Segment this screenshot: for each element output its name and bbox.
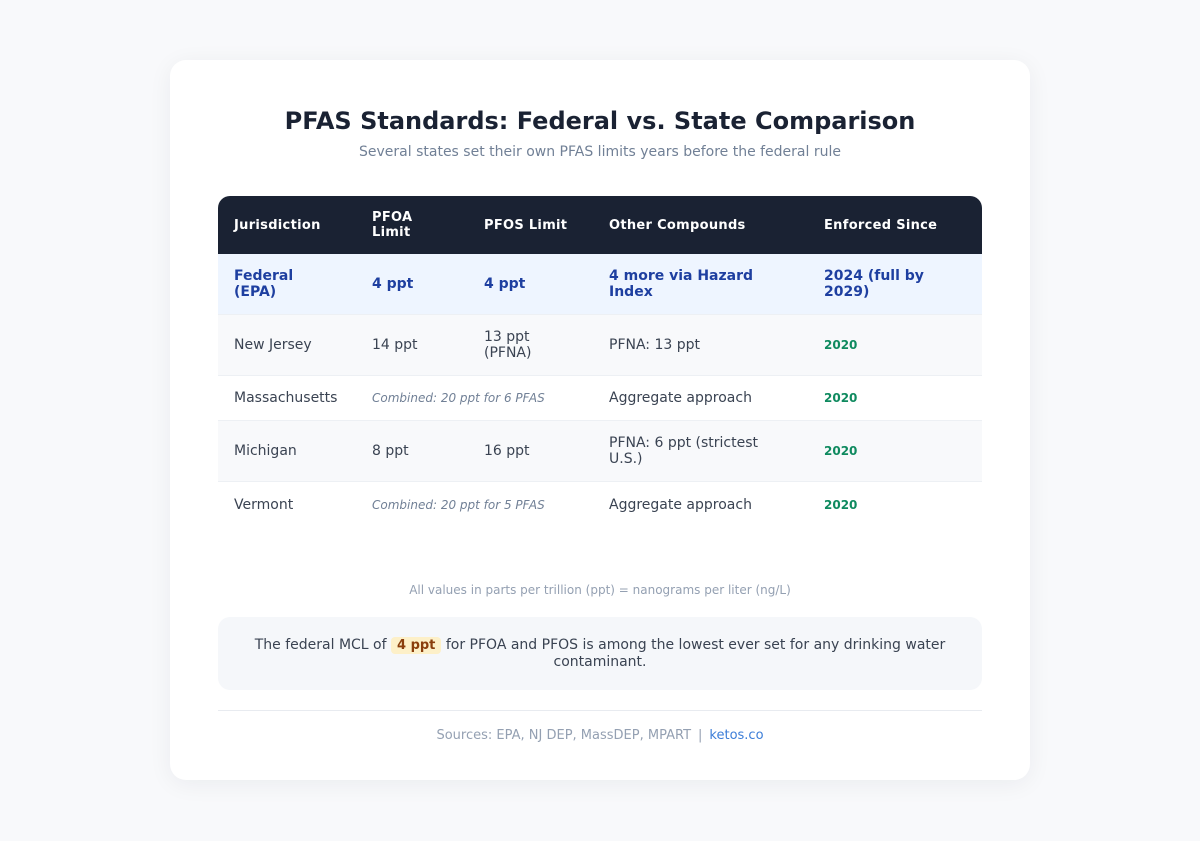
key-fact-callout: The federal MCL of 4 ppt for PFOA and PF… — [218, 617, 982, 690]
cell-since: 2020 — [808, 376, 982, 421]
cell-since: 2020 — [808, 421, 982, 482]
cell-combined-limit: Combined: 20 ppt for 5 PFAS — [372, 497, 545, 512]
column-header-since: Enforced Since — [808, 196, 982, 254]
units-note: All values in parts per trillion (ppt) =… — [409, 583, 791, 597]
table-header-row: Jurisdiction PFOA Limit PFOS Limit Other… — [218, 196, 982, 254]
footer-divider — [218, 710, 982, 711]
cell-jurisdiction: Massachusetts — [218, 376, 356, 421]
column-header-pfos: PFOS Limit — [468, 196, 593, 254]
cell-since: 2020 — [824, 497, 858, 512]
standards-table: Jurisdiction PFOA Limit PFOS Limit Other… — [218, 196, 982, 527]
cell-jurisdiction: Michigan — [218, 421, 356, 482]
page-title: PFAS Standards: Federal vs. State Compar… — [284, 107, 916, 135]
table-row-michigan: Michigan 8 ppt 16 ppt PFNA: 6 ppt (stric… — [218, 421, 982, 482]
table-row-federal: Federal (EPA) 4 ppt 4 ppt 4 more via Haz… — [218, 254, 982, 315]
footer: Sources: EPA, NJ DEP, MassDEP, MPART | ket… — [218, 728, 982, 744]
cell-other: PFNA: 6 ppt (strictest U.S.) — [593, 421, 808, 482]
table-row-new-jersey: New Jersey 14 ppt 13 ppt (PFNA) PFNA: 13… — [218, 315, 982, 376]
sources-text: Sources: EPA, NJ DEP, MassDEP, MPART — [436, 728, 692, 743]
cell-jurisdiction: Vermont — [234, 496, 294, 513]
comparison-card: PFAS Standards: Federal vs. State Compar… — [170, 60, 1030, 780]
cell-jurisdiction: New Jersey — [218, 315, 356, 376]
ketos-link[interactable]: ketos.co — [709, 728, 764, 743]
cell-since: 2020 — [808, 315, 982, 376]
callout-highlight-badge: 4 ppt — [391, 637, 442, 654]
cell-pfoa: 14 ppt — [356, 315, 468, 376]
cell-pfos: 13 ppt (PFNA) — [468, 315, 593, 376]
cell-combined-limit: Combined: 20 ppt for 6 PFAS — [356, 376, 593, 421]
column-header-jurisdiction: Jurisdiction — [218, 196, 356, 254]
page-subtitle: Several states set their own PFAS limits… — [359, 144, 841, 160]
cell-other: Aggregate approach — [593, 376, 808, 421]
cell-other: Aggregate approach — [609, 496, 752, 513]
cell-jurisdiction: Federal (EPA) — [218, 254, 356, 315]
cell-pfos: 4 ppt — [468, 254, 593, 315]
callout-suffix: for PFOA and PFOS is among the lowest ev… — [445, 637, 946, 670]
cell-since: 2024 (full by 2029) — [808, 254, 982, 315]
cell-pfoa: 8 ppt — [356, 421, 468, 482]
cell-pfoa: 4 ppt — [356, 254, 468, 315]
callout-prefix: The federal MCL of — [254, 637, 387, 653]
table-row-vermont: Vermont Combined: 20 ppt for 5 PFAS Aggr… — [218, 482, 982, 527]
table-row-massachusetts: Massachusetts Combined: 20 ppt for 6 PFA… — [218, 376, 982, 421]
column-header-pfoa: PFOA Limit — [356, 196, 468, 254]
cell-other: 4 more via Hazard Index — [593, 254, 808, 315]
cell-pfos: 16 ppt — [468, 421, 593, 482]
cell-other: PFNA: 13 ppt — [593, 315, 808, 376]
column-header-other: Other Compounds — [593, 196, 808, 254]
footer-separator: | — [698, 728, 703, 743]
